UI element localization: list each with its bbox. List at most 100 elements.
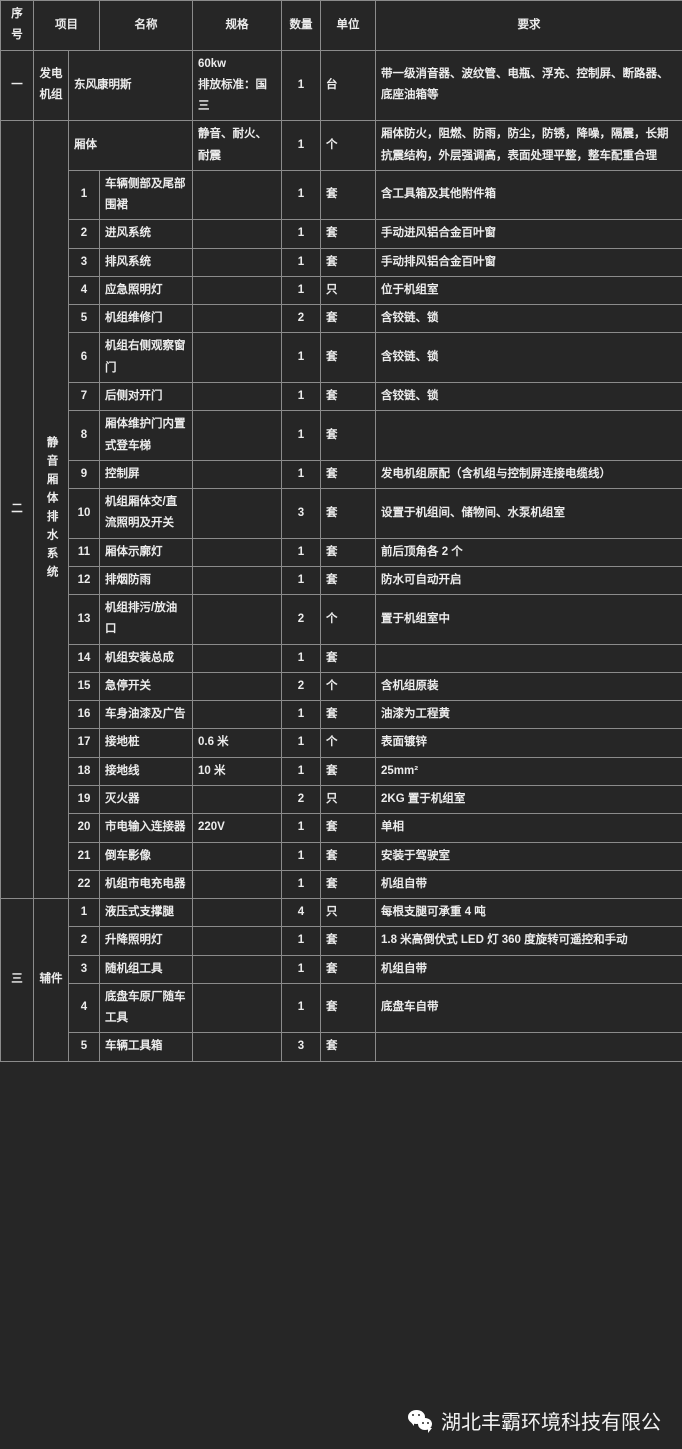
cell-sub-index: 3	[68, 954, 100, 984]
cell-unit: 套	[320, 926, 376, 956]
cell-qty: 1	[281, 49, 321, 122]
col-header-project: 项目	[33, 0, 100, 51]
cell-name: 后侧对开门	[99, 381, 193, 412]
cell-name: 应急照明灯	[99, 275, 193, 306]
col-header-name: 名称	[99, 0, 193, 51]
table-row: 18 接地线 10 米 1 套 25mm²	[1, 756, 682, 786]
cell-requirement	[375, 1032, 682, 1062]
cell-requirement: 2KG 置于机组室	[375, 784, 682, 815]
cell-requirement: 手动进风铝合金百叶窗	[375, 219, 682, 249]
cell-name: 排烟防雨	[99, 565, 193, 596]
cell-name: 急停开关	[99, 671, 193, 702]
cell-qty: 1	[281, 410, 321, 461]
col-header-unit: 单位	[320, 0, 376, 51]
cell-unit: 套	[320, 304, 376, 334]
cell-unit: 套	[320, 537, 376, 567]
cell-sub-index: 8	[68, 410, 100, 461]
cell-name: 厢体	[68, 120, 193, 171]
cell-requirement: 置于机组室中	[375, 594, 682, 645]
cell-requirement: 油漆为工程黄	[375, 700, 682, 730]
cell-name: 排风系统	[99, 247, 193, 277]
cell-name: 控制屏	[99, 459, 193, 490]
cell-sub-index: 17	[68, 728, 100, 758]
cell-spec	[192, 410, 282, 461]
cell-sub-index: 4	[68, 982, 100, 1034]
cell-name: 机组安装总成	[99, 643, 193, 673]
table-row: 19 灭火器 2 只 2KG 置于机组室	[1, 784, 682, 815]
cell-unit: 只	[320, 898, 376, 928]
cell-qty: 1	[281, 756, 321, 786]
cell-sub-index: 12	[68, 565, 100, 596]
cell-name: 市电输入连接器	[99, 813, 193, 843]
table-row: 一发电机组 东风康明斯 60kw 排放标准：国三 1 台带一级消音器、波纹管、电瓶、浮充、…	[0, 49, 682, 122]
table-row: 12 排烟防雨 1 套防水可自动开启	[1, 565, 682, 596]
cell-spec	[192, 275, 282, 306]
cell-qty: 2	[281, 784, 321, 815]
col-header-req: 要求	[375, 0, 682, 51]
cell-sub-index: 1	[68, 898, 100, 928]
cell-spec	[192, 898, 282, 928]
cell-sub-index: 21	[68, 841, 100, 871]
cell-requirement: 手动排风铝合金百叶窗	[375, 247, 682, 277]
wechat-watermark: 湖北丰霸环境科技有限公	[408, 1406, 661, 1435]
table-row: 三辅件 1 液压式支撑腿 4 只每根支腿可承重 4 吨	[0, 898, 682, 1062]
cell-requirement: 安装于驾驶室	[375, 841, 682, 871]
cell-spec: 220V	[192, 813, 282, 843]
table-row: 1 车辆侧部及尾部围裙 1 套含工具箱及其他附件箱	[1, 169, 682, 221]
cell-qty: 1	[281, 219, 321, 249]
table-row: 5 机组维修门 2 套含铰链、锁	[1, 304, 682, 334]
cell-requirement	[375, 643, 682, 673]
cell-unit: 套	[320, 332, 376, 383]
cell-spec	[192, 869, 282, 900]
cell-name: 倒车影像	[99, 841, 193, 871]
cell-unit: 套	[320, 488, 376, 539]
cell-spec	[192, 459, 282, 490]
cell-qty: 1	[281, 275, 321, 306]
cell-unit: 只	[320, 275, 376, 306]
cell-sub-index: 18	[68, 756, 100, 786]
table-row: 20 市电输入连接器 220V 1 套单相	[1, 813, 682, 843]
cell-name: 灭火器	[99, 784, 193, 815]
table-row: 22 机组市电充电器 1 套机组自带	[1, 869, 682, 900]
cell-spec	[192, 247, 282, 277]
header-row: 序号 项目 名称 规格 数量 单位 要求	[0, 0, 682, 51]
table-row: 二静音厢体排水系统 厢体 静音、耐火、耐震 1 个厢体防火，阻燃、防雨，防尘，防锈，降噪…	[0, 120, 682, 900]
cell-unit: 套	[320, 247, 376, 277]
cell-unit: 套	[320, 869, 376, 900]
table-row: 4 底盘车原厂随车工具 1 套底盘车自带	[1, 982, 682, 1034]
cell-sub-index: 22	[68, 869, 100, 900]
cell-name: 机组厢体交/直流照明及开关	[99, 488, 193, 539]
cell-sub-index: 5	[68, 1032, 100, 1062]
cell-qty: 1	[281, 869, 321, 900]
cell-name: 升降照明灯	[99, 926, 193, 956]
cell-spec	[192, 594, 282, 645]
cell-spec	[192, 643, 282, 673]
cell-name: 随机组工具	[99, 954, 193, 984]
cell-qty: 1	[281, 381, 321, 412]
cell-name: 机组排污/放油口	[99, 594, 193, 645]
cell-requirement: 设置于机组间、储物间、水泵机组室	[375, 488, 682, 539]
cell-sub-index: 2	[68, 219, 100, 249]
cell-spec	[192, 784, 282, 815]
cell-unit: 套	[320, 410, 376, 461]
cell-qty: 1	[281, 841, 321, 871]
table-header: 序号 项目 名称 规格 数量 单位 要求	[0, 0, 682, 51]
cell-sub-index: 15	[68, 671, 100, 702]
cell-name: 进风系统	[99, 219, 193, 249]
cell-name: 液压式支撑腿	[99, 898, 193, 928]
cell-qty: 1	[281, 120, 321, 171]
cell-sub-index: 13	[68, 594, 100, 645]
cell-spec: 10 米	[192, 756, 282, 786]
cell-requirement: 位于机组室	[375, 275, 682, 306]
col-header-seq: 序号	[0, 0, 34, 51]
cell-unit: 个	[320, 594, 376, 645]
cell-sub-index: 5	[68, 304, 100, 334]
cell-spec: 0.6 米	[192, 728, 282, 758]
cell-requirement: 发电机组原配（含机组与控制屏连接电缆线）	[375, 459, 682, 490]
cell-qty: 1	[281, 565, 321, 596]
cell-unit: 套	[320, 954, 376, 984]
cell-name: 机组维修门	[99, 304, 193, 334]
cell-name: 底盘车原厂随车工具	[99, 982, 193, 1034]
cell-name: 接地桩	[99, 728, 193, 758]
cell-spec	[192, 565, 282, 596]
